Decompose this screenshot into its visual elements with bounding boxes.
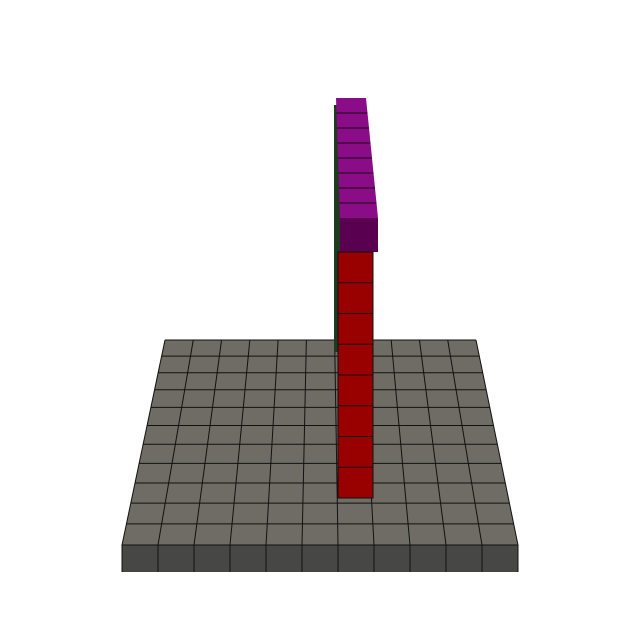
- floor-grid-col-line: [301, 339, 307, 546]
- floor-grid-col-line: [193, 339, 223, 546]
- floor-grid-col-line: [418, 339, 447, 546]
- floor-top: [122, 340, 518, 545]
- floor-grid-col-line: [121, 339, 166, 546]
- floor-grid-col-line: [447, 339, 483, 546]
- floor-grid-col-line: [229, 339, 251, 546]
- floor-platform: [121, 339, 519, 572]
- floor-grid-col-line: [475, 339, 519, 546]
- purple-block-lines: [336, 112, 377, 204]
- purple-stack-dark-face: [340, 218, 378, 252]
- floor-front: [122, 545, 518, 572]
- floor-grid-col-line: [265, 339, 279, 546]
- floor-grid-col-line: [390, 339, 411, 546]
- red-stack-outline: [337, 251, 374, 499]
- red-block-lines: [338, 282, 373, 468]
- floor-grid-col-line: [334, 339, 339, 546]
- block-column: [334, 98, 378, 499]
- floor-front-grid: [121, 545, 519, 572]
- floor-grid: [121, 339, 519, 546]
- floor-grid-col-line: [157, 339, 194, 546]
